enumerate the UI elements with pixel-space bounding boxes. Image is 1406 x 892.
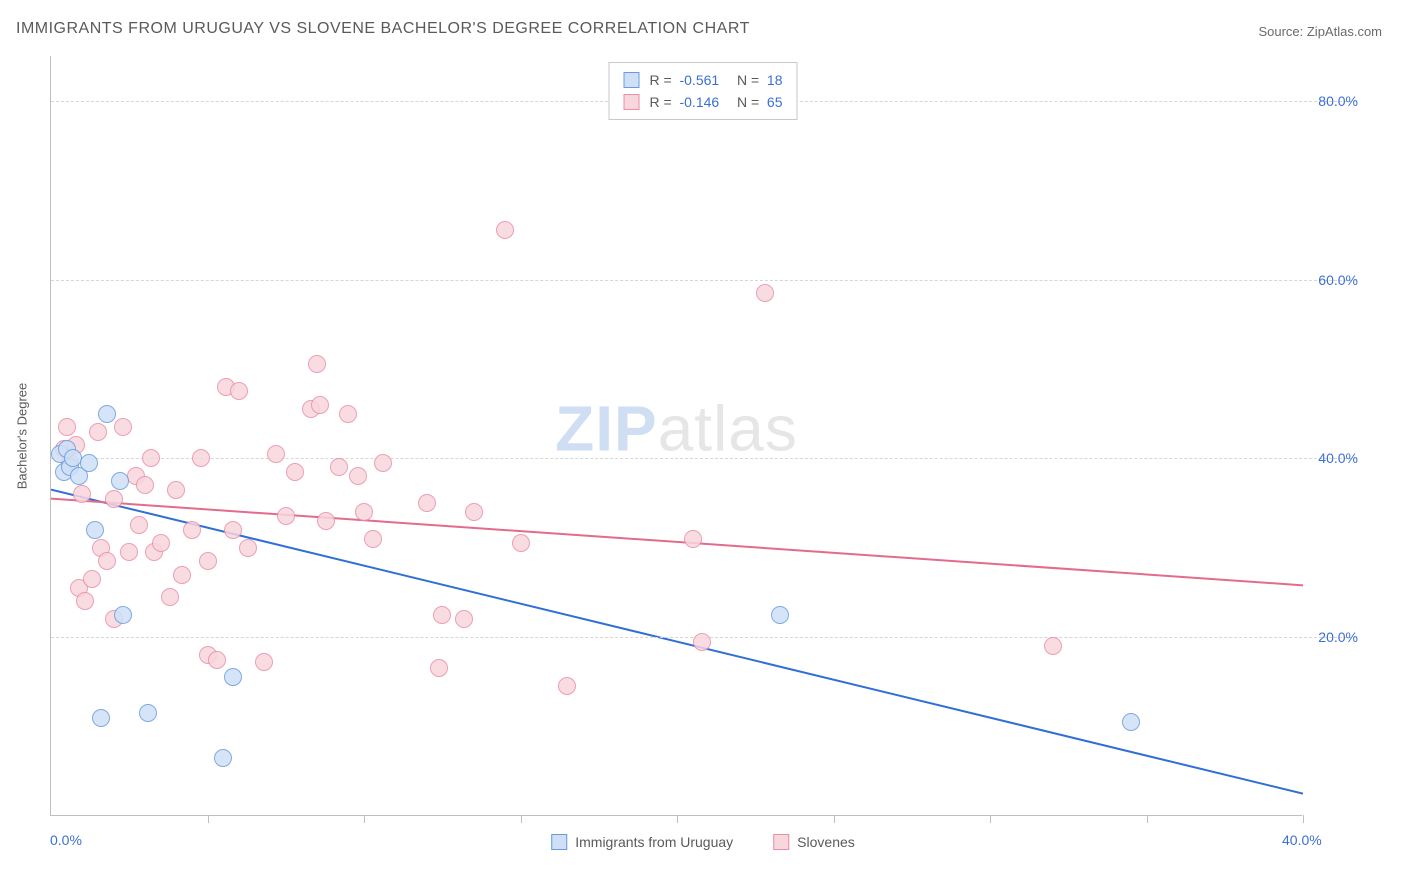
y-tick-label: 20.0% bbox=[1304, 629, 1358, 645]
x-axis-min-label: 0.0% bbox=[50, 832, 82, 848]
scatter-point-slovenes bbox=[173, 566, 191, 584]
scatter-point-uruguay bbox=[114, 606, 132, 624]
scatter-point-slovenes bbox=[558, 677, 576, 695]
legend-swatch bbox=[551, 834, 567, 850]
scatter-point-slovenes bbox=[339, 405, 357, 423]
scatter-point-slovenes bbox=[114, 418, 132, 436]
x-tick bbox=[1303, 815, 1304, 823]
legend-n-label: N = 65 bbox=[729, 91, 782, 113]
y-tick-label: 60.0% bbox=[1304, 272, 1358, 288]
scatter-point-slovenes bbox=[277, 507, 295, 525]
plot-area: ZIPatlas bbox=[50, 56, 1302, 816]
legend-swatch bbox=[624, 72, 640, 88]
scatter-point-slovenes bbox=[267, 445, 285, 463]
scatter-point-slovenes bbox=[83, 570, 101, 588]
scatter-point-slovenes bbox=[224, 521, 242, 539]
scatter-point-slovenes bbox=[455, 610, 473, 628]
y-axis-label: Bachelor's Degree bbox=[15, 383, 30, 490]
scatter-point-slovenes bbox=[120, 543, 138, 561]
chart-title: IMMIGRANTS FROM URUGUAY VS SLOVENE BACHE… bbox=[16, 20, 750, 38]
x-tick bbox=[834, 815, 835, 823]
scatter-point-slovenes bbox=[105, 490, 123, 508]
legend-correlation-box: R = -0.561 N = 18R = -0.146 N = 65 bbox=[609, 62, 798, 120]
scatter-point-slovenes bbox=[311, 396, 329, 414]
x-tick bbox=[521, 815, 522, 823]
source-attribution: Source: ZipAtlas.com bbox=[1258, 24, 1382, 39]
scatter-point-slovenes bbox=[161, 588, 179, 606]
watermark-zip: ZIP bbox=[555, 392, 658, 464]
gridline bbox=[51, 458, 1357, 459]
legend-r-label: R = -0.146 bbox=[650, 91, 720, 113]
scatter-point-slovenes bbox=[136, 476, 154, 494]
scatter-point-slovenes bbox=[693, 633, 711, 651]
scatter-point-slovenes bbox=[255, 653, 273, 671]
scatter-point-slovenes bbox=[330, 458, 348, 476]
scatter-point-slovenes bbox=[286, 463, 304, 481]
legend-swatch bbox=[773, 834, 789, 850]
scatter-point-slovenes bbox=[89, 423, 107, 441]
scatter-point-slovenes bbox=[199, 552, 217, 570]
scatter-point-slovenes bbox=[317, 512, 335, 530]
scatter-point-uruguay bbox=[224, 668, 242, 686]
legend-n-label: N = 18 bbox=[729, 69, 782, 91]
scatter-point-uruguay bbox=[98, 405, 116, 423]
scatter-point-slovenes bbox=[208, 651, 226, 669]
plot-container: Bachelor's Degree ZIPatlas R = -0.561 N … bbox=[50, 56, 1356, 816]
x-tick bbox=[1147, 815, 1148, 823]
scatter-point-uruguay bbox=[771, 606, 789, 624]
scatter-point-slovenes bbox=[756, 284, 774, 302]
scatter-point-slovenes bbox=[496, 221, 514, 239]
trend-line-slovenes bbox=[51, 499, 1303, 586]
scatter-point-slovenes bbox=[684, 530, 702, 548]
scatter-point-uruguay bbox=[80, 454, 98, 472]
scatter-point-uruguay bbox=[139, 704, 157, 722]
scatter-point-slovenes bbox=[76, 592, 94, 610]
y-tick-label: 80.0% bbox=[1304, 93, 1358, 109]
scatter-point-uruguay bbox=[111, 472, 129, 490]
legend-row-slovenes: R = -0.146 N = 65 bbox=[624, 91, 783, 113]
scatter-point-slovenes bbox=[142, 449, 160, 467]
scatter-point-slovenes bbox=[364, 530, 382, 548]
legend-r-label: R = -0.561 bbox=[650, 69, 720, 91]
scatter-point-uruguay bbox=[1122, 713, 1140, 731]
scatter-point-slovenes bbox=[239, 539, 257, 557]
scatter-point-slovenes bbox=[152, 534, 170, 552]
scatter-point-uruguay bbox=[92, 709, 110, 727]
y-tick-label: 40.0% bbox=[1304, 450, 1358, 466]
scatter-point-slovenes bbox=[355, 503, 373, 521]
scatter-point-slovenes bbox=[418, 494, 436, 512]
x-tick bbox=[364, 815, 365, 823]
trend-lines-svg bbox=[51, 56, 1303, 816]
scatter-point-slovenes bbox=[512, 534, 530, 552]
scatter-point-uruguay bbox=[86, 521, 104, 539]
gridline bbox=[51, 280, 1357, 281]
x-tick bbox=[208, 815, 209, 823]
legend-series: Immigrants from Uruguay Slovenes bbox=[551, 834, 855, 850]
scatter-point-slovenes bbox=[58, 418, 76, 436]
x-tick bbox=[677, 815, 678, 823]
scatter-point-slovenes bbox=[433, 606, 451, 624]
watermark: ZIPatlas bbox=[555, 391, 798, 465]
scatter-point-slovenes bbox=[430, 659, 448, 677]
legend-item-uruguay: Immigrants from Uruguay bbox=[551, 834, 733, 850]
scatter-point-slovenes bbox=[349, 467, 367, 485]
scatter-point-slovenes bbox=[465, 503, 483, 521]
scatter-point-slovenes bbox=[1044, 637, 1062, 655]
scatter-point-slovenes bbox=[130, 516, 148, 534]
scatter-point-slovenes bbox=[374, 454, 392, 472]
x-tick bbox=[990, 815, 991, 823]
scatter-point-slovenes bbox=[73, 485, 91, 503]
scatter-point-slovenes bbox=[167, 481, 185, 499]
scatter-point-uruguay bbox=[214, 749, 232, 767]
scatter-point-slovenes bbox=[308, 355, 326, 373]
legend-row-uruguay: R = -0.561 N = 18 bbox=[624, 69, 783, 91]
legend-item-slovenes: Slovenes bbox=[773, 834, 855, 850]
scatter-point-slovenes bbox=[183, 521, 201, 539]
watermark-atlas: atlas bbox=[658, 392, 798, 464]
scatter-point-slovenes bbox=[98, 552, 116, 570]
x-axis-max-label: 40.0% bbox=[1282, 832, 1322, 848]
scatter-point-slovenes bbox=[192, 449, 210, 467]
scatter-point-slovenes bbox=[230, 382, 248, 400]
legend-swatch bbox=[624, 94, 640, 110]
